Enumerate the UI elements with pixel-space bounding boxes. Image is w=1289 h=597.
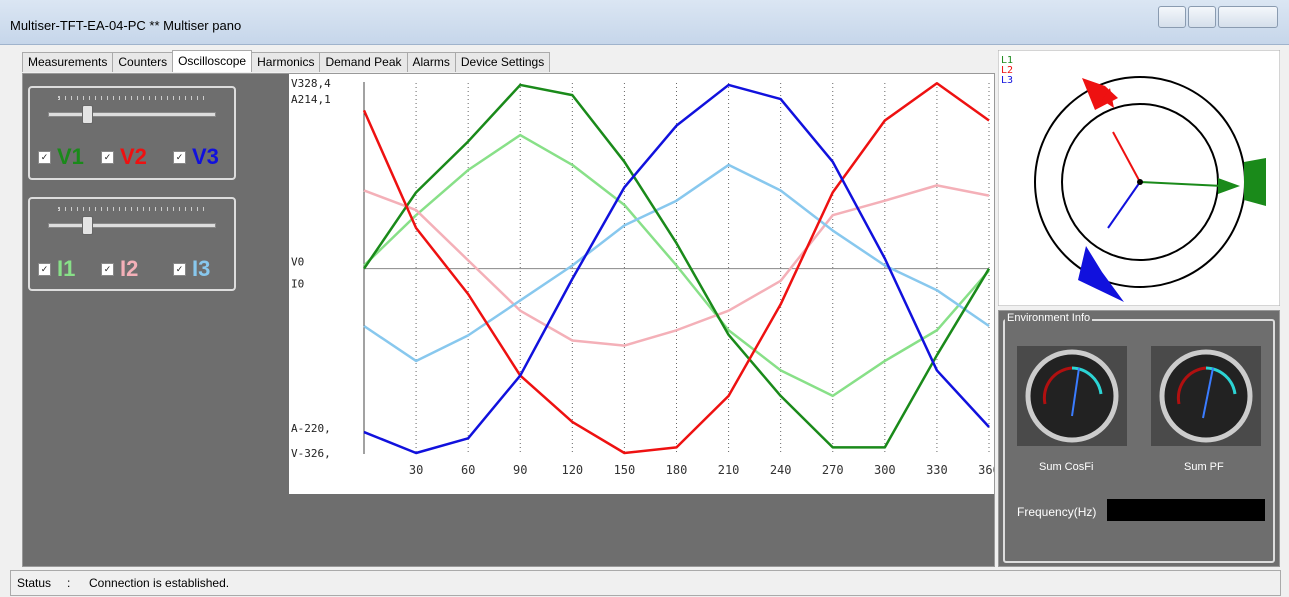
maximize-button[interactable] [1188,6,1216,28]
status-bar: Status : Connection is established. [10,570,1281,596]
phasor-background [998,50,1280,306]
gauge-dial [1162,352,1250,440]
y-tick-label: V0 [291,256,304,269]
cosfi-gauge [1017,346,1127,446]
check-box[interactable]: ✓ [38,263,51,276]
current-slider[interactable] [48,223,216,228]
pf-gauge [1151,346,1261,446]
checkbox[interactable]: ✓ I2 [101,256,138,282]
check-box[interactable]: ✓ [38,151,51,164]
slider-thumb[interactable] [82,216,93,235]
minimize-button[interactable] [1158,6,1186,28]
check-box[interactable]: ✓ [101,263,114,276]
check-box[interactable]: ✓ [173,151,186,164]
environment-panel: Environment Info Sum CosFi Sum PF Freque… [998,310,1280,567]
tab[interactable]: Harmonics [251,52,320,72]
x-tick-label: 360 [978,463,994,477]
x-tick-label: 210 [718,463,740,477]
x-tick-label: 150 [614,463,636,477]
x-tick-label: 60 [461,463,475,477]
x-tick-label: 90 [513,463,527,477]
center [1137,179,1143,185]
frequency-label: Frequency(Hz) [1017,505,1096,519]
x-tick-label: 300 [874,463,896,477]
slider-ruler [58,96,209,100]
plot-background [289,74,994,494]
y2-tick-label: A214,1 [291,93,331,106]
y-tick-label: V328,4 [291,77,331,90]
tab[interactable]: Demand Peak [319,52,407,72]
tab[interactable]: Alarms [407,52,456,72]
checkbox[interactable]: ✓ V3 [173,144,219,170]
oscilloscope-panel: 30 60 90 120 150 180 210 240 270 300 330 360 V328,4 V… [22,73,995,567]
gauge-label: Sum PF [1184,461,1224,473]
tab[interactable]: Counters [112,52,173,72]
x-tick-label: 180 [666,463,688,477]
slider-thumb[interactable] [82,105,93,124]
gauge-label: Sum CosFi [1039,461,1093,473]
checkbox[interactable]: ✓ I3 [173,256,210,282]
x-tick-label: 120 [561,463,583,477]
x-tick-label: 330 [926,463,948,477]
window-title: Multiser-TFT-EA-04-PC ** Multiser pano [10,18,241,33]
close-button[interactable] [1218,6,1278,28]
title-bar: Multiser-TFT-EA-04-PC ** Multiser pano [0,0,1289,45]
slider-ruler [58,207,209,211]
status-message: Connection is established. [89,576,229,590]
frequency-display [1107,499,1265,521]
voltage-arrow [1244,158,1266,206]
status-separator: : [67,576,70,590]
checkbox[interactable]: ✓ V2 [101,144,147,170]
phasor-legend: L3 [1001,75,1013,86]
y2-tick-label: A-220, [291,422,331,435]
x-tick-label: 30 [409,463,423,477]
checkbox[interactable]: ✓ I1 [38,256,75,282]
checkbox-label: I3 [192,256,210,282]
check-box[interactable]: ✓ [101,151,114,164]
oscilloscope-chart: 30 60 90 120 150 180 210 240 270 300 330 360 V328,4 V… [289,74,994,494]
group-title: Environment Info [1005,312,1092,324]
checkbox-label: V3 [192,144,219,170]
checkbox-label: I1 [57,256,75,282]
check-box[interactable]: ✓ [173,263,186,276]
voltage-slider[interactable] [48,112,216,117]
y2-tick-label: I0 [291,277,304,290]
tab[interactable]: Oscilloscope [172,50,252,72]
checkbox-label: I2 [120,256,138,282]
gauge-dial [1028,352,1116,440]
checkbox-label: V2 [120,144,147,170]
x-tick-label: 240 [770,463,792,477]
tab[interactable]: Device Settings [455,52,550,72]
status-label: Status [17,576,51,590]
x-tick-label: 270 [822,463,844,477]
app-window: {"window": {"title": "Multiser-TFT-EA-04… [0,0,1289,597]
y-tick-label: V-326, [291,447,331,460]
tab[interactable]: Measurements [22,52,113,72]
checkbox[interactable]: ✓ V1 [38,144,84,170]
checkbox-label: V1 [57,144,84,170]
phasor-diagram: L1 L2 L3 [998,50,1280,306]
